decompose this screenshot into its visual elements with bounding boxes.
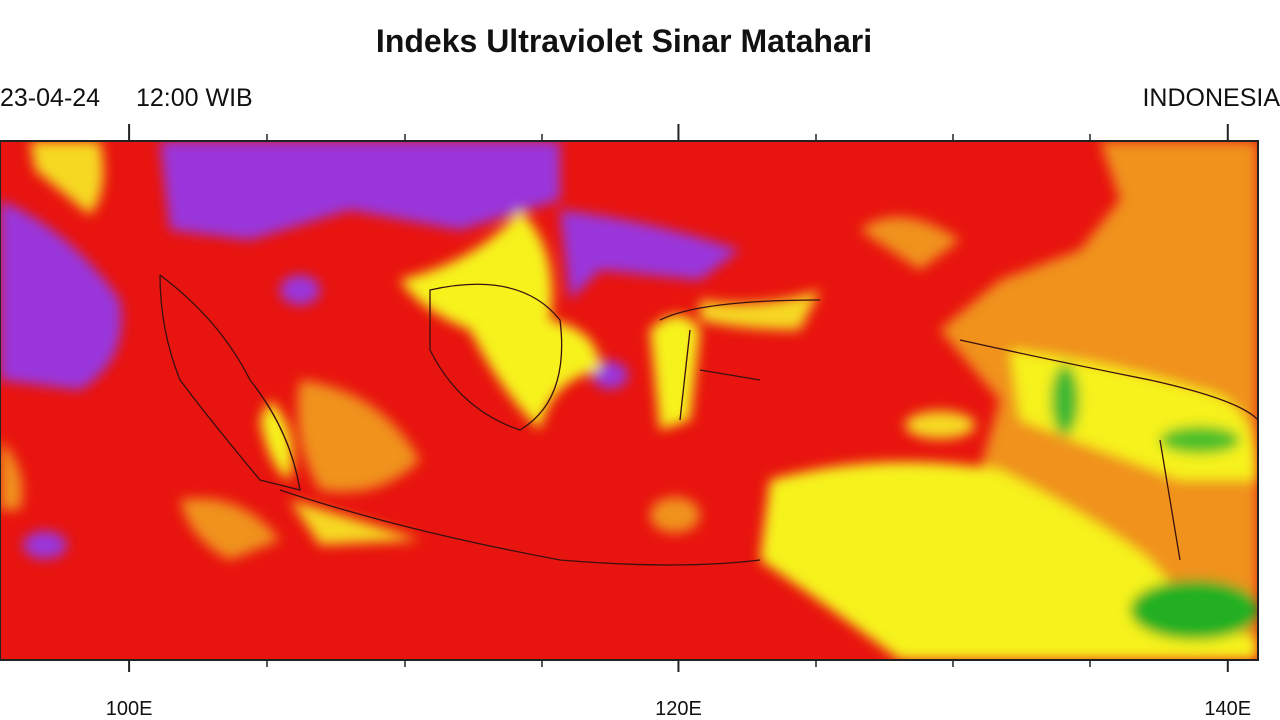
region: INDONESIA: [1142, 84, 1280, 112]
minor-ticks: [266, 134, 1091, 667]
x-tick-label: 140E: [1204, 698, 1251, 720]
x-tick-label: 100E: [106, 698, 153, 720]
uv-patches: [0, 141, 1258, 660]
uv-field: [0, 141, 1258, 660]
coastlines: [159, 274, 1258, 566]
time: 12:00 WIB: [136, 84, 253, 112]
date: 23-04-24: [0, 84, 100, 112]
x-tick-label: 120E: [655, 698, 702, 720]
axis: 100E 120E 140E: [106, 124, 1251, 720]
map-frame: [0, 140, 1259, 661]
title: Indeks Ultraviolet Sinar Matahari: [376, 23, 872, 59]
